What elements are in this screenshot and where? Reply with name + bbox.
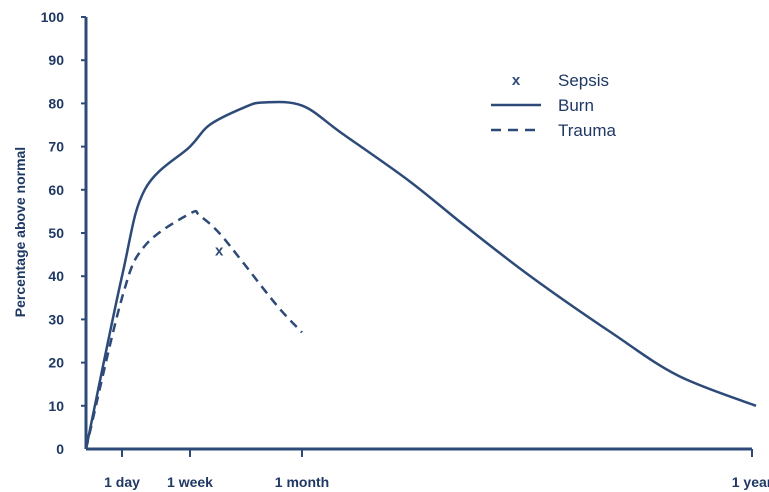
y-tick-label: 40 [48, 268, 64, 284]
x-tick-label: 1 day [104, 474, 140, 490]
y-tick-label: 20 [48, 355, 64, 371]
legend-label-sepsis: Sepsis [558, 71, 609, 90]
series-layer [84, 100, 757, 450]
series-line-burn [84, 100, 757, 450]
marker-sepsis: x [215, 242, 224, 259]
series-line-trauma [84, 209, 303, 450]
x-tick-label: 1 month [275, 474, 329, 490]
x-tick-label: 1 week [167, 474, 213, 490]
y-tick-label: 30 [48, 311, 64, 327]
legend-symbol-sepsis: x [512, 72, 521, 89]
y-tick-label: 60 [48, 182, 64, 198]
y-tick-label: 80 [48, 95, 64, 111]
axes [84, 17, 752, 451]
y-tick-label: 100 [41, 9, 65, 25]
legend-label-trauma: Trauma [558, 121, 616, 140]
y-tick-label: 70 [48, 139, 64, 155]
y-ticks: 0 10 20 30 40 50 60 70 80 90 100 [41, 9, 86, 457]
x-tick-label: 1 year [732, 474, 769, 490]
y-tick-label: 50 [48, 225, 64, 241]
y-tick-label: 0 [56, 441, 64, 457]
legend: x Sepsis Burn Trauma [491, 71, 616, 140]
y-tick-label: 90 [48, 52, 64, 68]
legend-label-burn: Burn [558, 96, 594, 115]
y-tick-label: 10 [48, 398, 64, 414]
x-ticks: 1 day 1 week 1 month 1 year [104, 449, 769, 490]
y-axis-title: Percentage above normal [12, 147, 28, 317]
marker-layer: x [215, 242, 224, 259]
